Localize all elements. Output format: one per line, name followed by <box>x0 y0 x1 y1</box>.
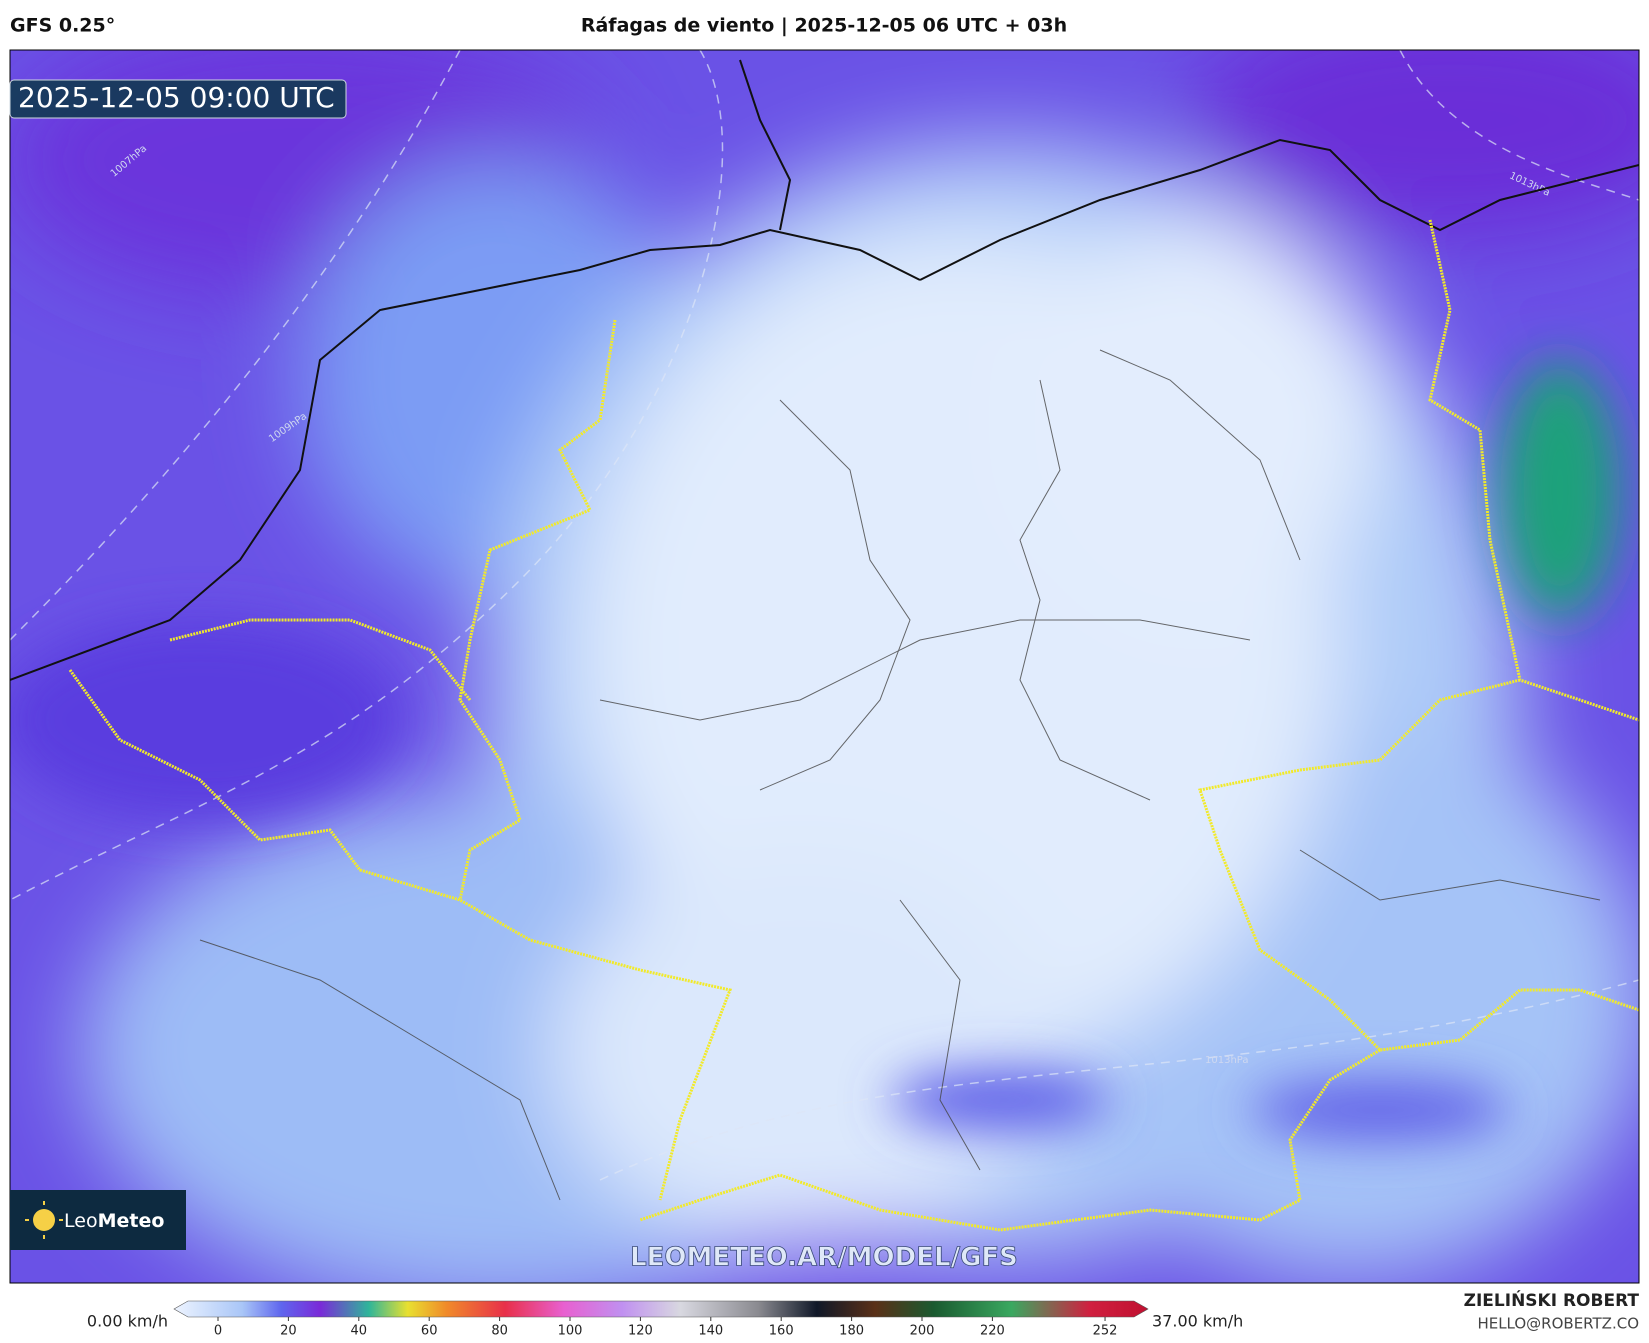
colorbar-tick-label: 80 <box>491 1324 508 1339</box>
colorbar-tick-label: 220 <box>980 1324 1005 1339</box>
colorbar <box>173 1300 1149 1318</box>
map: 1007hPa 1009hPa 1013hPa 1013hPa <box>10 50 1639 1283</box>
colorbar-tick-label: 40 <box>351 1324 368 1339</box>
coastline <box>10 59 1639 681</box>
colorbar-tick-label: 100 <box>558 1324 583 1339</box>
colorbar-max: 37.00 km/h <box>1152 1312 1243 1331</box>
isobars <box>10 50 1639 1181</box>
map-title: Ráfagas de viento | 2025-12-05 06 UTC + … <box>581 15 1067 37</box>
colorbar-tick-label: 0 <box>214 1324 222 1339</box>
colorbar-tick-label: 180 <box>839 1324 864 1339</box>
author-email: HELLO@ROBERTZ.CO <box>1477 1315 1639 1333</box>
colorbar-tick-label: 252 <box>1093 1324 1118 1339</box>
wind-highlights <box>10 360 1620 1140</box>
logo-text: LeoMeteo <box>64 1210 164 1232</box>
author-name: ZIELIŃSKI ROBERT <box>1464 1289 1640 1311</box>
timestamp-box <box>9 79 347 119</box>
colorbar-tick-label: 160 <box>769 1324 794 1339</box>
timestamp: 2025-12-05 09:00 UTC <box>18 81 335 114</box>
colorbar-tick-label: 20 <box>280 1324 297 1339</box>
region-borders <box>199 349 1601 1201</box>
country-borders <box>68 219 1639 1232</box>
model-label: GFS 0.25° <box>10 15 115 37</box>
watermark: LEOMETEO.AR/MODEL/GFS <box>630 1243 1018 1273</box>
map-frame <box>9 49 1640 1284</box>
colorbar-tick-label: 200 <box>910 1324 935 1339</box>
isobar-label: 1013hPa <box>1205 1055 1249 1066</box>
wind-field <box>10 50 1639 1283</box>
colorbar-min: 0.00 km/h <box>87 1312 168 1331</box>
colorbar-tick-label: 60 <box>421 1324 438 1339</box>
logo-sun <box>33 1209 55 1231</box>
colorbar-tick-label: 120 <box>628 1324 653 1339</box>
logo-leo: Leo <box>64 1210 98 1232</box>
colorbar-tick-label: 140 <box>698 1324 723 1339</box>
logo-meteo: Meteo <box>98 1210 165 1232</box>
logo-rays <box>25 1201 63 1239</box>
colorbar-ticks: 0 20 40 60 80 100 120 140 160 180 200 220 252 <box>214 1317 1118 1339</box>
